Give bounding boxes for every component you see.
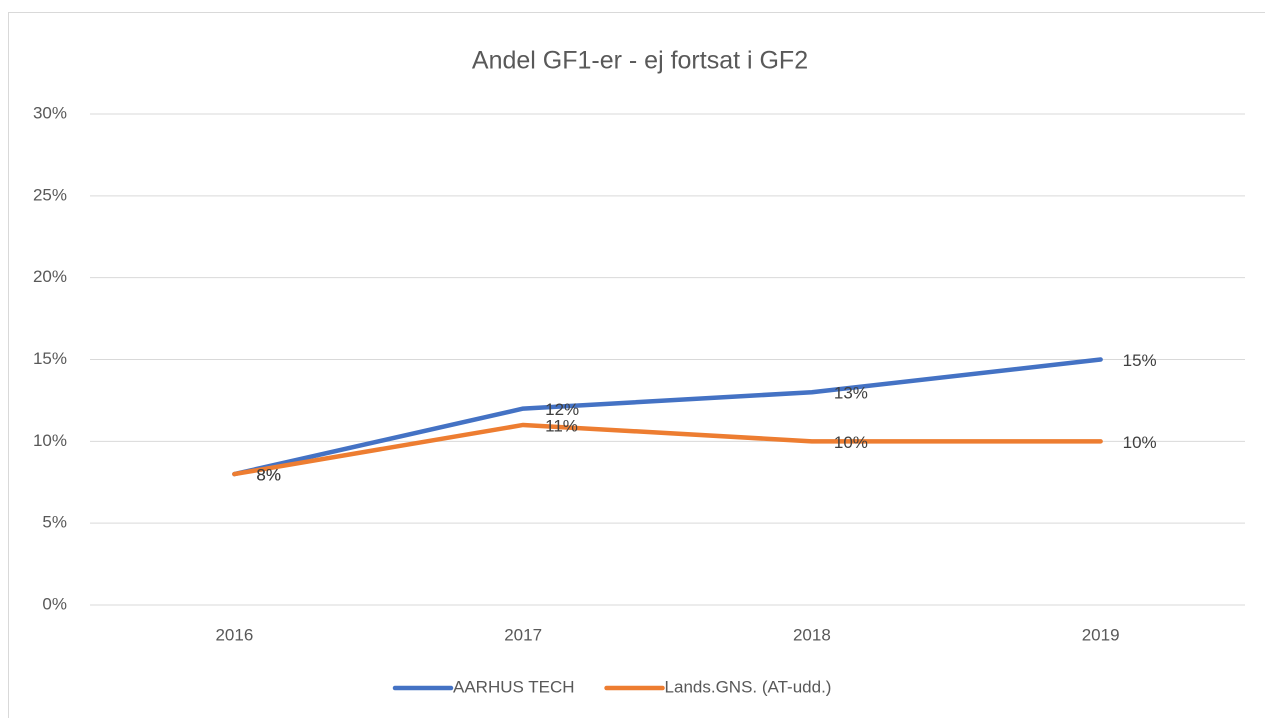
y-tick-label: 0% bbox=[42, 594, 67, 613]
data-label: 8% bbox=[256, 466, 281, 485]
series-line bbox=[232, 357, 1103, 477]
data-label: 12% bbox=[545, 400, 579, 419]
data-label: 11% bbox=[545, 416, 578, 435]
data-label: 10% bbox=[834, 433, 868, 452]
data-label: 15% bbox=[1123, 351, 1157, 370]
legend-label: Lands.GNS. (AT-udd.) bbox=[665, 677, 832, 696]
legend-label: AARHUS TECH bbox=[453, 677, 575, 696]
y-tick-label: 15% bbox=[33, 349, 67, 368]
data-label: 10% bbox=[1123, 433, 1157, 452]
chart-title: Andel GF1-er - ej fortsat i GF2 bbox=[472, 47, 808, 75]
y-tick-label: 20% bbox=[33, 267, 67, 286]
x-tick-label: 2016 bbox=[215, 625, 253, 644]
x-tick-label: 2019 bbox=[1082, 625, 1120, 644]
data-label: 8% bbox=[256, 466, 281, 485]
y-tick-label: 10% bbox=[33, 431, 67, 450]
x-tick-label: 2018 bbox=[793, 625, 831, 644]
chart-frame bbox=[8, 12, 1265, 718]
y-tick-label: 25% bbox=[33, 185, 67, 204]
y-tick-label: 5% bbox=[42, 513, 67, 532]
y-tick-label: 30% bbox=[33, 103, 67, 122]
data-label: 13% bbox=[834, 384, 868, 403]
series-line bbox=[232, 422, 1103, 477]
x-tick-label: 2017 bbox=[504, 625, 542, 644]
